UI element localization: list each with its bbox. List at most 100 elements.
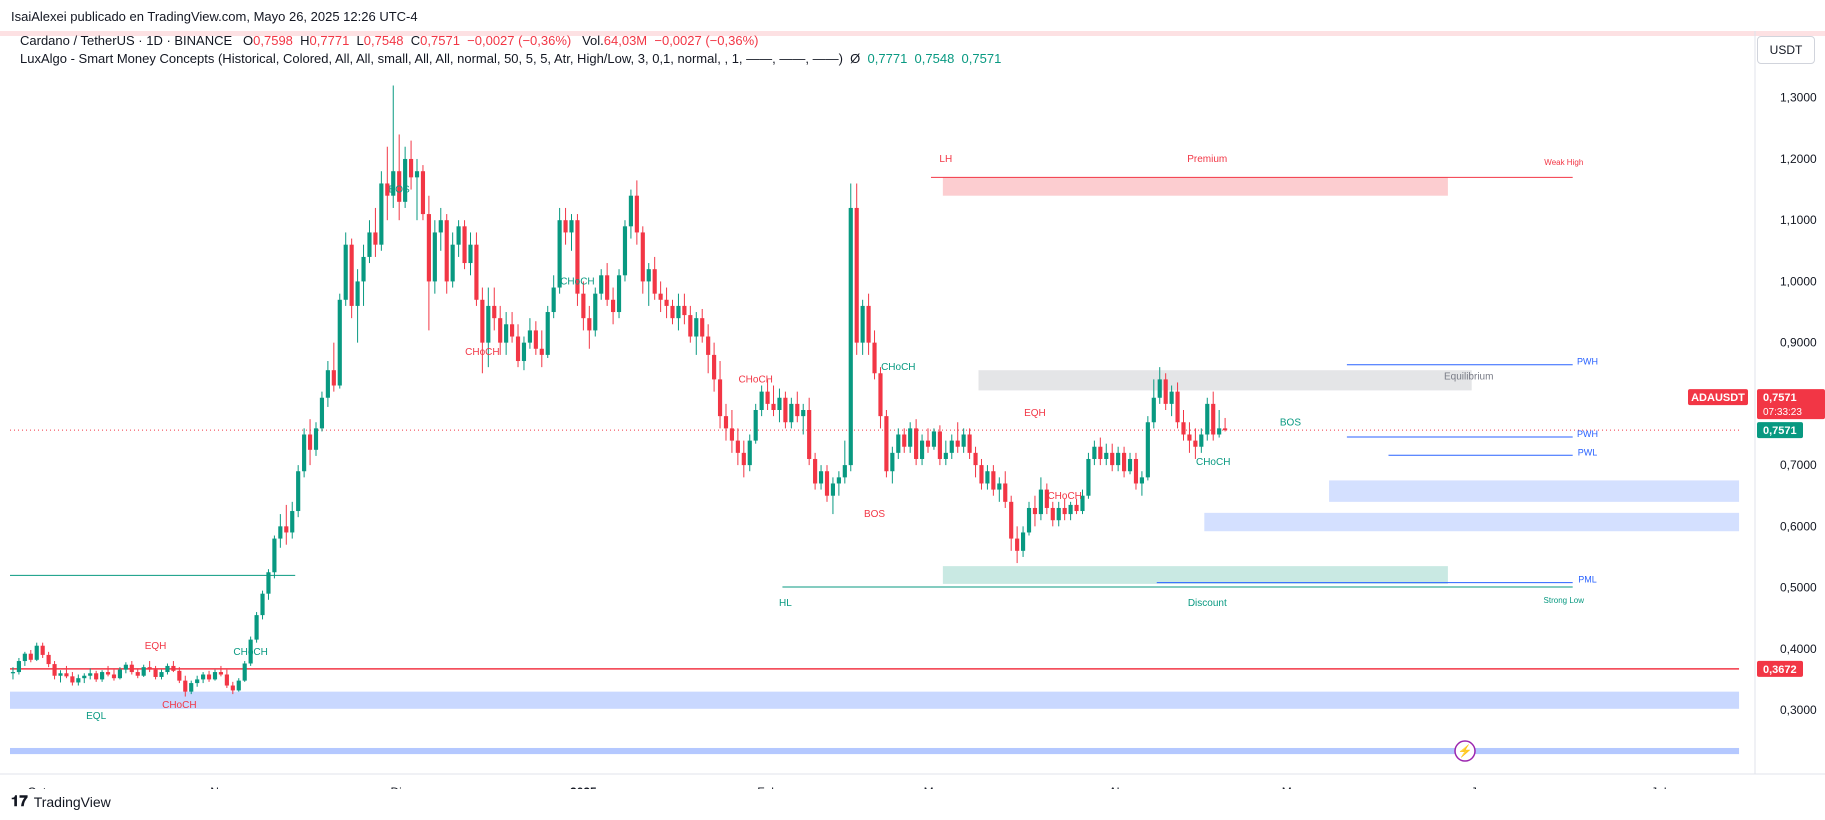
candle-body: [967, 434, 972, 453]
candle-body: [105, 672, 111, 675]
candle-body: [985, 471, 990, 484]
candle-body: [949, 440, 954, 453]
candle-body: [622, 226, 628, 276]
candle-body: [1122, 452, 1127, 472]
candle-body: [450, 244, 455, 282]
close-value: 0,7571: [420, 33, 460, 48]
candle-body: [1187, 434, 1192, 441]
candle-body: [801, 410, 806, 417]
candle-body: [771, 403, 776, 410]
open-value: 0,7598: [253, 33, 293, 48]
candle-body: [278, 526, 283, 539]
symbol-name[interactable]: Cardano / TetherUS · 1D · BINANCE: [20, 33, 233, 48]
candle-body: [914, 428, 919, 459]
indicator-legend: LuxAlgo - Smart Money Concepts (Historic…: [20, 51, 1002, 66]
candle-body: [82, 675, 87, 679]
currency-button[interactable]: USDT: [1757, 36, 1815, 64]
chart-annotation: HL: [779, 598, 792, 609]
chart-annotation: BOS: [389, 185, 410, 196]
y-tick-label: 0,5000: [1780, 581, 1817, 595]
candle-body: [634, 195, 639, 233]
chart-annotation: Premium: [1187, 154, 1227, 165]
candle-body: [533, 330, 538, 349]
candle-body: [1145, 422, 1150, 478]
candle-body: [272, 538, 277, 573]
change-value: −0,0027 (−0,36%): [467, 33, 572, 48]
candle-body: [456, 226, 461, 245]
x-tick-label: Jun: [1471, 785, 1490, 789]
zone-box: [1204, 512, 1740, 532]
candle-body: [842, 465, 847, 478]
candle-body: [474, 244, 479, 300]
candle-body: [385, 183, 390, 196]
chart-annotation: LH: [939, 154, 952, 165]
candle-body: [890, 452, 895, 472]
chart-annotation: Equilibrium: [1444, 371, 1493, 382]
candle-body: [480, 299, 485, 343]
candle-body: [1092, 446, 1097, 459]
chart-annotation: EQH: [145, 641, 167, 652]
candle-body: [836, 477, 841, 484]
candle-body: [1068, 504, 1073, 515]
indicator-name[interactable]: LuxAlgo - Smart Money Concepts (Historic…: [20, 51, 843, 66]
candle-body: [1181, 422, 1186, 435]
y-tick-label: 1,1000: [1780, 213, 1817, 227]
candle-body: [652, 269, 657, 294]
candle-body: [64, 673, 69, 677]
y-tick-label: 1,2000: [1780, 152, 1817, 166]
candle-body: [10, 672, 16, 674]
candle-body: [1199, 434, 1204, 447]
candle-body: [777, 397, 782, 410]
chart-area[interactable]: BOS CHoCH CHoCH CHoCH CHoCH LH Premium Weak Hig…: [0, 31, 1825, 799]
candle-body: [34, 645, 39, 660]
candle-body: [111, 674, 117, 679]
candle-body: [414, 171, 420, 178]
candle-body: [159, 672, 164, 677]
price-chart[interactable]: BOS CHoCH CHoCH CHoCH CHoCH LH Premium Weak Hig…: [0, 31, 1825, 799]
x-tick-label: Feb: [757, 785, 778, 789]
lightning-icon[interactable]: [1454, 740, 1476, 762]
candle-body: [325, 370, 330, 398]
x-tick-label: Nov: [210, 785, 231, 789]
chart-annotation: PWH: [1577, 429, 1598, 439]
candle-body: [997, 483, 1002, 490]
candle-body: [848, 207, 853, 466]
chart-annotation: CHoCH: [162, 700, 196, 711]
candle-body: [872, 342, 877, 374]
candle-body: [420, 171, 426, 215]
zone-box: [942, 177, 1448, 196]
candle-body: [230, 685, 235, 691]
candle-body: [931, 431, 937, 447]
candle-body: [16, 661, 21, 673]
y-tick-label: 0,4000: [1780, 642, 1817, 656]
candle-body: [741, 452, 746, 466]
candle-body: [100, 672, 105, 680]
x-tick-label: Abr: [1109, 785, 1128, 789]
candle-body: [884, 416, 889, 472]
candle-body: [973, 452, 978, 466]
candle-body: [1133, 458, 1139, 484]
candle-body: [1044, 489, 1049, 508]
candle-body: [682, 305, 687, 316]
indicator-price-tag: 0,7571: [1763, 425, 1797, 437]
candle-body: [937, 431, 942, 459]
candle-body: [1080, 495, 1085, 512]
candle-body: [438, 220, 443, 233]
candle-body: [1098, 446, 1103, 459]
candle-body: [462, 226, 467, 264]
candle-body: [1009, 501, 1014, 539]
candle-body: [171, 665, 176, 671]
candle-body: [925, 440, 931, 447]
candle-body: [605, 275, 610, 300]
candle-body: [688, 315, 693, 337]
candle-body: [504, 324, 509, 343]
candle-body: [88, 673, 93, 676]
candle-body: [1026, 507, 1032, 533]
candle-body: [878, 373, 883, 417]
candle-body: [700, 318, 705, 337]
candle-body: [70, 676, 75, 683]
candle-body: [129, 664, 134, 673]
chart-annotation: CHoCH: [465, 347, 499, 358]
candle-body: [813, 458, 818, 484]
candle-body: [492, 305, 497, 319]
